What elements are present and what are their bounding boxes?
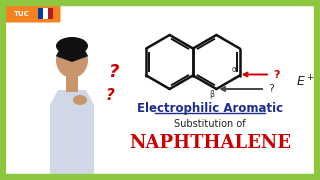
- FancyBboxPatch shape: [48, 8, 53, 19]
- Text: $E^+$: $E^+$: [296, 74, 315, 89]
- Text: β: β: [210, 90, 214, 99]
- Text: ?: ?: [108, 63, 118, 81]
- Text: Electrophilic Aromatic: Electrophilic Aromatic: [137, 102, 283, 114]
- Text: Substitution of: Substitution of: [174, 119, 246, 129]
- Ellipse shape: [73, 95, 87, 105]
- Wedge shape: [56, 45, 88, 62]
- FancyBboxPatch shape: [66, 76, 78, 92]
- Polygon shape: [50, 90, 94, 180]
- FancyBboxPatch shape: [5, 4, 60, 22]
- Text: ?: ?: [273, 69, 279, 80]
- Ellipse shape: [56, 42, 88, 78]
- Text: ?: ?: [106, 87, 115, 102]
- Text: α: α: [232, 64, 237, 73]
- Text: ?: ?: [268, 84, 274, 94]
- Text: TUC: TUC: [14, 11, 30, 17]
- FancyBboxPatch shape: [43, 8, 48, 19]
- FancyBboxPatch shape: [38, 8, 43, 19]
- Ellipse shape: [56, 37, 88, 55]
- Text: NAPHTHALENE: NAPHTHALENE: [129, 134, 291, 152]
